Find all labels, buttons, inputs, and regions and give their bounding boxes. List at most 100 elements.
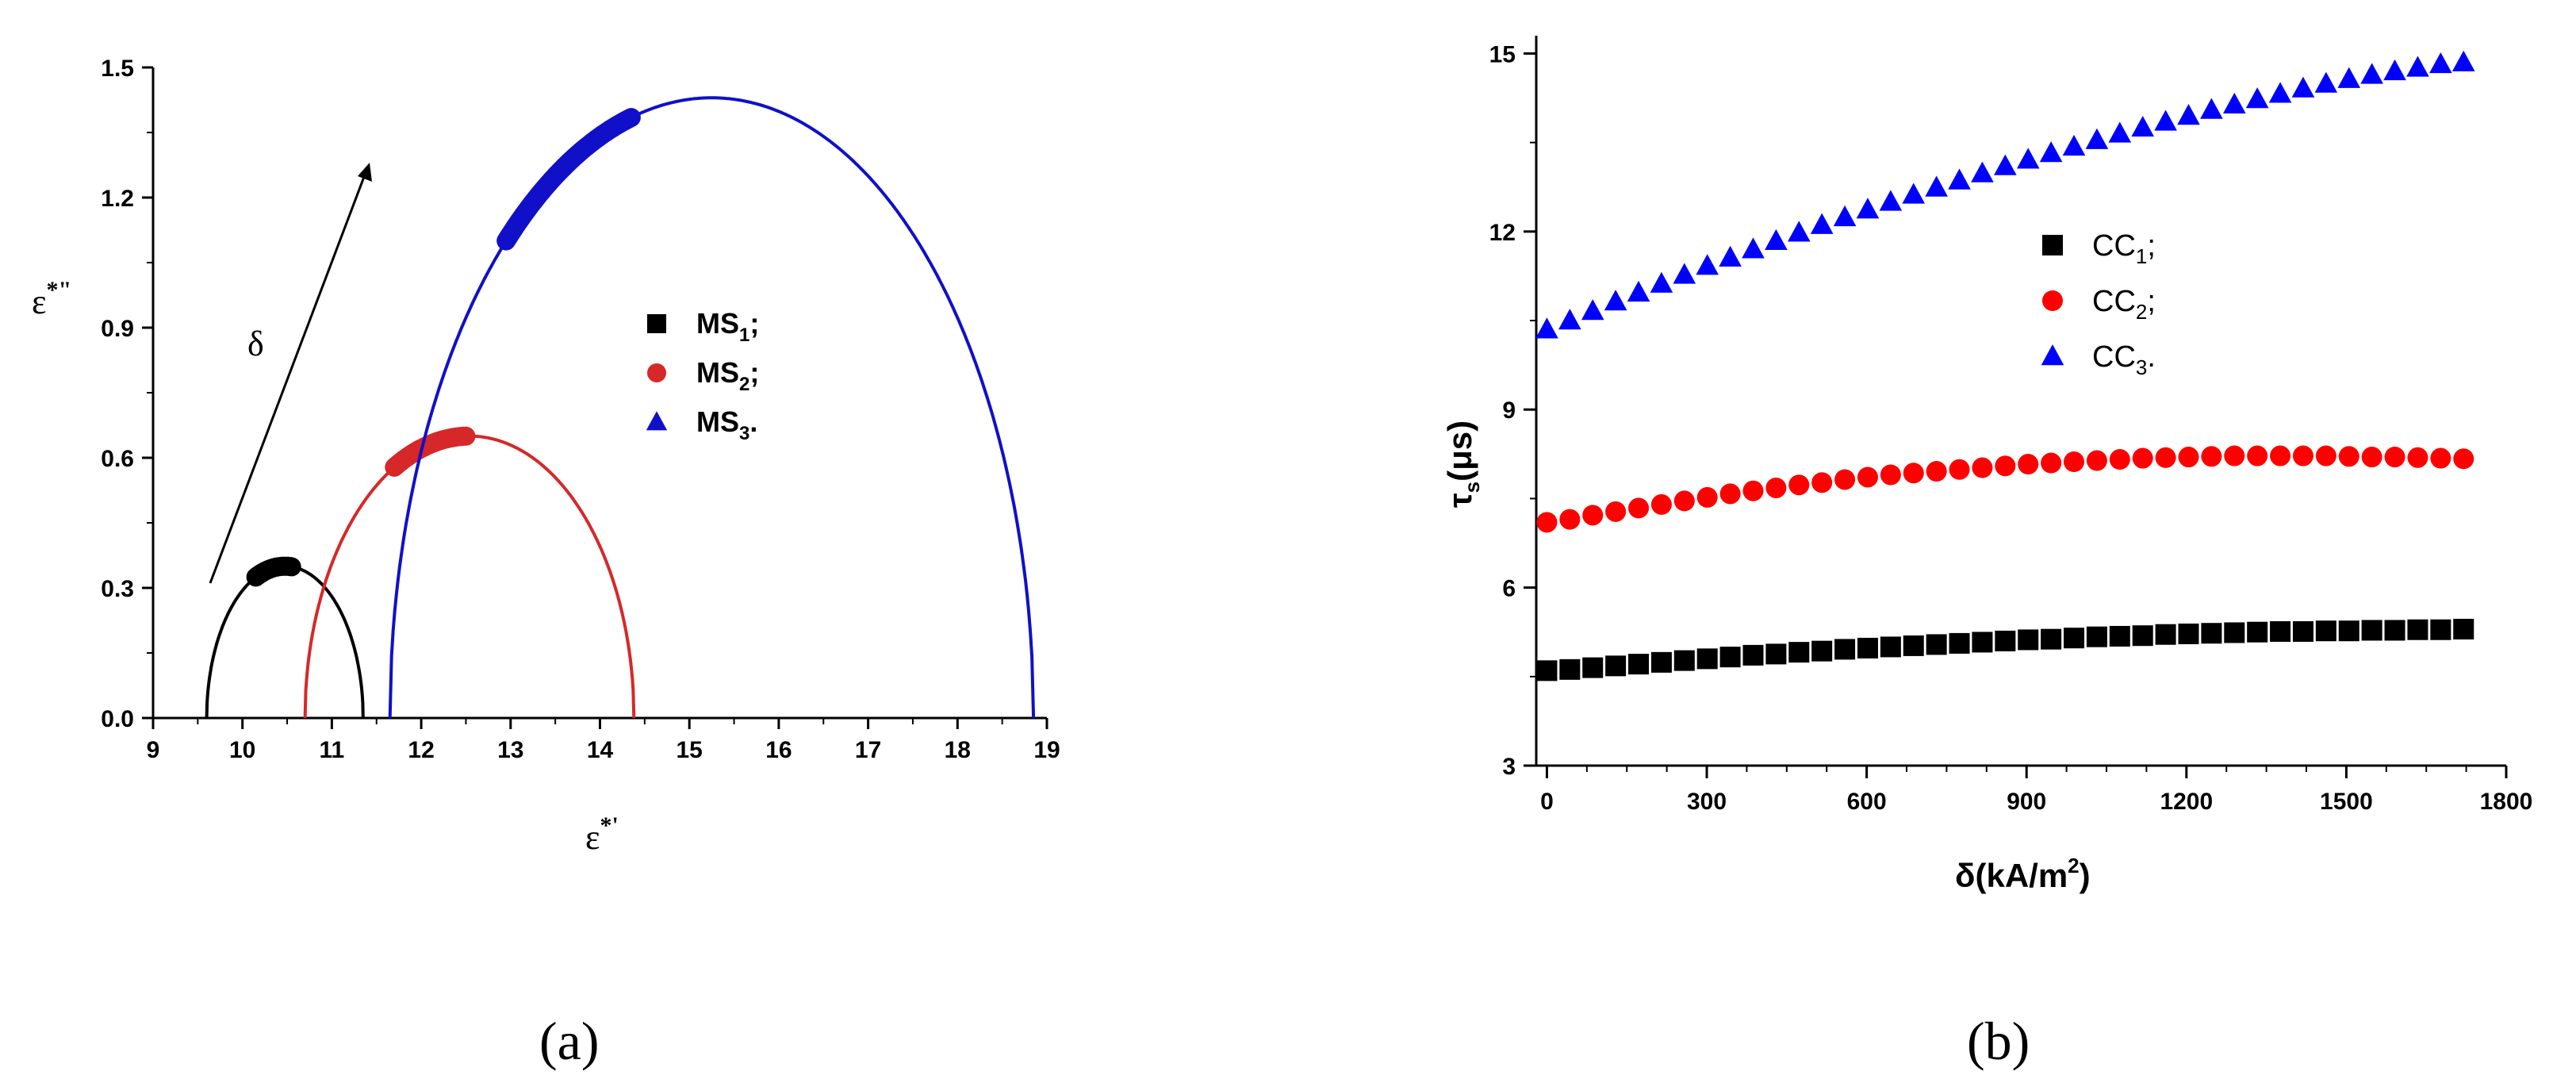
legend-a-label-2: MS2; (696, 356, 759, 395)
panel-b-point-1 (2064, 628, 2085, 649)
panel-b-point-3 (2314, 71, 2338, 93)
panel-b-point-1 (1926, 634, 1947, 655)
panel-b-point-2 (1719, 483, 1741, 505)
panel-b-point-1 (2407, 619, 2428, 640)
panel-b-point-1 (2224, 622, 2245, 643)
panel-b-point-2 (1628, 497, 1650, 519)
panel-b-point-2 (2041, 452, 2062, 474)
panel-b-point-2 (2109, 449, 2130, 470)
panel-a-curve-2 (303, 434, 636, 719)
panel-b-point-1 (1742, 644, 1764, 666)
legend-a-base: MS (696, 405, 739, 438)
panel-a-curves (205, 96, 1036, 719)
panel-b-point-1 (1582, 657, 1604, 678)
panel-b-point-3 (1650, 271, 1673, 293)
delta-annotation: δ (247, 324, 264, 363)
panel-a-label: (a) (539, 1011, 599, 1071)
panel-b-point-1 (1857, 637, 1878, 659)
legend-b-suffix: ; (2147, 285, 2156, 318)
panel-b-point-1 (1972, 632, 1993, 653)
panel-b-point-2 (2430, 447, 2451, 469)
panel-b-label: (b) (1967, 1011, 2030, 1071)
panel-a-y-tick-label: 0.6 (101, 446, 134, 472)
legend-b-label-3: CC3. (2092, 340, 2156, 379)
legend-b-marker-1 (2042, 235, 2063, 255)
panel-a-x-tick-label: 16 (765, 737, 792, 763)
panel-b-legend: CC1;CC2;CC3. (2041, 229, 2156, 379)
panel-a-y-tick-label: 1.2 (101, 186, 134, 212)
panel-b-point-2 (1995, 455, 2016, 477)
panel-a-y-tick-label: 0.3 (101, 576, 134, 602)
legend-a-label-1: MS1; (696, 307, 759, 346)
panel-a-x-tick-label: 12 (408, 737, 434, 763)
panel-a-axes: 9 10 11 12 13 14 15 16 17 18 190.00.30.60.91.21.5 (101, 56, 1060, 763)
panel-b-point-3 (2429, 52, 2452, 74)
panel-b-point-1 (1903, 635, 1924, 656)
panel-b-x-tick-label: 1800 (2480, 789, 2533, 815)
panel-a-x-tick-label: 14 (587, 737, 614, 763)
panel-b-point-3 (1833, 205, 1857, 227)
legend-a-sub: 1 (739, 324, 749, 346)
panel-b-point-2 (1536, 512, 1558, 533)
panel-b-point-1 (1536, 660, 1558, 682)
panel-b-point-3 (1902, 182, 1926, 204)
panel-b-point-3 (1879, 190, 1903, 211)
panel-b-point-2 (2247, 445, 2268, 467)
legend-b-sub: 1 (2136, 244, 2147, 268)
panel-a-x-tick-label: 10 (229, 737, 255, 763)
panel-b-point-2 (2155, 447, 2176, 468)
legend-a-suffix: ; (749, 307, 759, 340)
panel-b-point-1 (1650, 651, 1672, 673)
panel-b-point-1 (1765, 643, 1787, 665)
panel-b-y-tick-label: 12 (1489, 220, 1516, 246)
panel-a-x-tick-label: 19 (1033, 737, 1060, 763)
panel-b-xlabel: δ(kA/m2) (1955, 854, 2091, 894)
panel-a-marker-band-1 (246, 556, 301, 587)
panel-b-point-2 (2453, 448, 2474, 470)
panel-b-points (1535, 50, 2475, 682)
panel-b-point-1 (1834, 639, 1856, 660)
panel-b-point-2 (1880, 464, 1901, 486)
panel-b-point-1 (1605, 655, 1627, 677)
panel-b-point-1 (1788, 642, 1810, 663)
panel-b-point-2 (2361, 447, 2382, 468)
panel-a-legend: MS1;MS2;MS3. (646, 307, 759, 444)
panel-b-point-1 (1559, 659, 1581, 680)
legend-a-base: MS (696, 356, 739, 389)
panel-a-x-tick-label: 13 (497, 737, 523, 763)
panel-a-x-tick-label: 15 (677, 737, 703, 763)
panel-b-point-3 (1856, 198, 1880, 219)
legend-b-base: CC (2092, 340, 2136, 374)
delta-arrow-line (209, 170, 368, 584)
panel-b-point-1 (2338, 620, 2359, 642)
panel-b-point-3 (2085, 128, 2109, 149)
panel-b-point-1 (1811, 640, 1833, 662)
panel-b-y-tick-label: 15 (1489, 41, 1516, 67)
panel-b-point-2 (2224, 445, 2245, 467)
panel-a-marker-band-3 (496, 108, 641, 251)
panel-b-point-1 (2155, 624, 2176, 645)
panel-b-point-3 (2062, 134, 2086, 156)
panel-b-point-2 (2201, 446, 2222, 467)
panel-b-point-1 (1628, 654, 1650, 675)
legend-b-marker-2 (2042, 290, 2063, 311)
legend-b-base: CC (2092, 229, 2136, 263)
panel-b-point-2 (1811, 472, 1833, 493)
panel-b-point-3 (1604, 290, 1627, 311)
panel-b-point-1 (2270, 620, 2291, 642)
panel-a-curve-1 (205, 564, 365, 719)
panel-b-point-2 (2315, 445, 2336, 467)
legend-b-label-1: CC1; (2092, 229, 2156, 268)
panel-b-point-1 (2086, 626, 2107, 647)
panel-b-point-2 (1742, 480, 1764, 501)
legend-b-marker-3 (2041, 344, 2064, 366)
panel-b-point-2 (2407, 447, 2428, 468)
legend-b-sub: 3 (2136, 355, 2147, 379)
panel-b-point-3 (2268, 82, 2292, 103)
panel-b-point-1 (2292, 620, 2313, 642)
legend-b-suffix: ; (2147, 229, 2156, 263)
legend-a-label-3: MS3. (696, 405, 757, 444)
panel-b-point-3 (2154, 109, 2177, 131)
panel-b-point-2 (1765, 477, 1787, 498)
